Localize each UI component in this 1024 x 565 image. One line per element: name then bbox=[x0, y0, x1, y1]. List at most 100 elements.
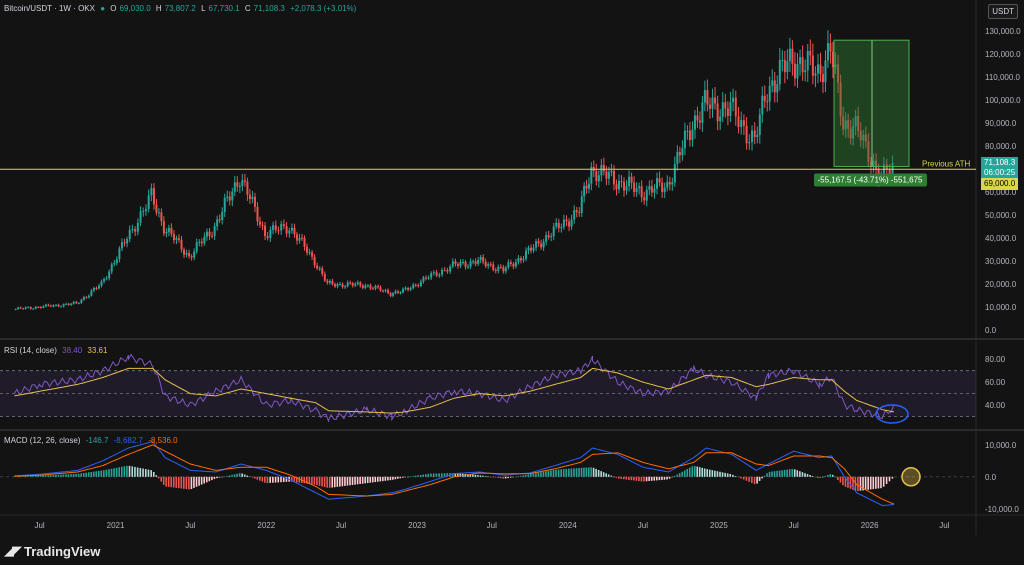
candle-body bbox=[364, 285, 367, 288]
tradingview-logo[interactable]: ◢◤ TradingView bbox=[4, 543, 100, 559]
macd-histogram-bar bbox=[205, 476, 208, 483]
change-value: +2,078.3 (+3.01%) bbox=[290, 4, 357, 13]
macd-histogram-bar bbox=[573, 468, 575, 477]
candle-body bbox=[489, 264, 492, 266]
macd-histogram-bar bbox=[108, 469, 110, 477]
macd-histogram-bar bbox=[875, 476, 877, 489]
macd-histogram-bar bbox=[170, 476, 173, 488]
candle-body bbox=[532, 247, 535, 251]
macd-histogram-bar bbox=[535, 473, 537, 477]
rsi-line bbox=[13, 353, 895, 422]
candle-body bbox=[560, 226, 563, 229]
macd-histogram-bar bbox=[562, 469, 565, 477]
candle-body bbox=[216, 219, 219, 227]
candle-body bbox=[831, 51, 834, 68]
candle-body bbox=[200, 241, 203, 244]
candle-body bbox=[246, 181, 249, 195]
macd-histogram-bar bbox=[758, 476, 761, 481]
candle-body bbox=[248, 194, 251, 200]
currency-badge[interactable]: USDT bbox=[988, 4, 1018, 19]
candle-body bbox=[142, 211, 145, 213]
candle-body bbox=[409, 288, 412, 290]
macd-histogram-bar bbox=[198, 476, 200, 486]
macd-histogram-bar bbox=[703, 468, 706, 477]
macd-histogram-bar bbox=[595, 468, 597, 477]
candle-body bbox=[190, 256, 193, 258]
candle-body bbox=[540, 243, 543, 248]
candle-body bbox=[321, 268, 324, 274]
macd-histogram-bar bbox=[95, 471, 98, 477]
candle-body bbox=[573, 210, 576, 220]
candle-body bbox=[392, 293, 395, 296]
candle-body bbox=[587, 183, 590, 189]
macd-histogram-bar bbox=[479, 475, 482, 477]
macd-histogram-bar bbox=[852, 476, 854, 490]
candle-body bbox=[706, 90, 709, 105]
macd-legend-v1: -146.7 bbox=[85, 436, 109, 445]
macd-histogram-bar bbox=[645, 476, 648, 482]
candle-body bbox=[238, 186, 241, 188]
candle-body bbox=[282, 224, 285, 227]
macd-histogram-bar bbox=[547, 470, 550, 477]
macd-histogram-bar bbox=[39, 475, 42, 477]
candle-body bbox=[37, 306, 40, 308]
candle-body bbox=[218, 219, 221, 221]
macd-histogram-bar bbox=[430, 473, 432, 477]
candle-body bbox=[630, 176, 633, 183]
macd-histogram-bar bbox=[97, 470, 100, 477]
rsi-legend[interactable]: RSI (14, close) 38.40 33.61 bbox=[4, 346, 110, 355]
candle-body bbox=[165, 231, 168, 234]
macd-histogram-bar bbox=[344, 476, 346, 486]
macd-legend-v2: -8,682.7 bbox=[113, 436, 143, 445]
status-dot: ● bbox=[100, 4, 106, 13]
candle-body bbox=[673, 163, 676, 183]
candle-body bbox=[509, 262, 512, 264]
candle-body bbox=[691, 129, 694, 141]
macd-histogram-bar bbox=[469, 474, 472, 477]
candle-body bbox=[183, 249, 186, 255]
macd-legend[interactable]: MACD (12, 26, close) -146.7 -8,682.7 -8,… bbox=[4, 436, 181, 445]
macd-histogram-bar bbox=[451, 472, 454, 477]
candle-body bbox=[502, 267, 505, 272]
symbol-name[interactable]: Bitcoin/USDT · 1W · OKX bbox=[4, 4, 95, 13]
tradingview-brand: TradingView bbox=[24, 543, 101, 559]
candle-body bbox=[188, 252, 191, 257]
candle-body bbox=[522, 258, 525, 261]
macd-histogram-bar bbox=[612, 476, 615, 478]
macd-histogram-bar bbox=[24, 475, 27, 477]
macd-histogram-bar bbox=[484, 476, 487, 477]
time-axis-tick: 2022 bbox=[257, 521, 275, 530]
macd-histogram-bar bbox=[90, 471, 93, 477]
candle-body bbox=[376, 286, 379, 288]
macd-histogram-bar bbox=[781, 470, 783, 477]
candle-body bbox=[382, 290, 385, 292]
macd-histogram-bar bbox=[719, 471, 721, 477]
candle-body bbox=[487, 264, 490, 267]
candle-body bbox=[512, 263, 515, 267]
candle-body bbox=[128, 229, 131, 240]
candle-body bbox=[331, 280, 334, 285]
candle-body bbox=[397, 291, 400, 293]
candle-body bbox=[472, 261, 475, 263]
macd-histogram-bar bbox=[497, 476, 499, 478]
candle-body bbox=[763, 95, 766, 102]
macd-histogram-bar bbox=[540, 472, 542, 477]
macd-histogram-bar bbox=[504, 476, 507, 479]
macd-histogram-bar bbox=[663, 476, 666, 480]
candle-body bbox=[745, 125, 748, 144]
candle-body bbox=[819, 64, 822, 75]
macd-signal-line bbox=[14, 444, 895, 505]
candle-body bbox=[144, 208, 147, 212]
candle-body bbox=[226, 196, 229, 198]
candle-body bbox=[441, 269, 444, 275]
macd-histogram-bar bbox=[160, 476, 163, 482]
macd-histogram-bar bbox=[714, 470, 716, 477]
candle-body bbox=[562, 219, 565, 227]
macd-histogram-bar bbox=[673, 475, 676, 477]
candle-body bbox=[326, 280, 329, 283]
macd-histogram-bar bbox=[223, 476, 226, 477]
candle-body bbox=[801, 57, 804, 73]
time-axis-tick: Jul bbox=[34, 521, 44, 530]
candle-body bbox=[708, 104, 711, 109]
